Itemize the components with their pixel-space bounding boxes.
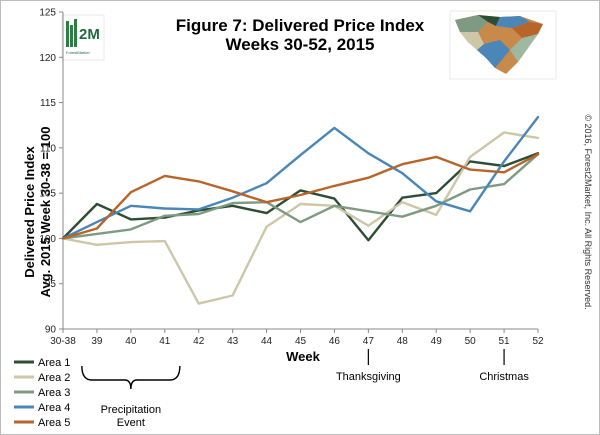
legend-label: Area 2	[38, 372, 70, 384]
x-tick-label: 48	[397, 336, 409, 347]
x-tick-label: 30-38	[50, 336, 76, 347]
x-tick-label: 39	[91, 336, 103, 347]
x-tick-label: 42	[193, 336, 205, 347]
x-tick-label: 52	[532, 336, 544, 347]
x-tick-label: 41	[159, 336, 171, 347]
x-tick-label: 51	[499, 336, 511, 347]
y-tick-label: 100	[39, 234, 56, 245]
annotation-label: Event	[117, 417, 145, 429]
x-ticks: 30-38 39 40 41 42 43 44 45 46 47 48 49 50 51 52	[50, 329, 544, 347]
x-tick-label: 47	[363, 336, 375, 347]
chart-subtitle: Weeks 30-52, 2015	[225, 35, 374, 54]
y-tick-label: 105	[39, 189, 56, 200]
series-line-area-1	[61, 152, 540, 242]
y-tick-label: 120	[39, 53, 56, 64]
series-line-area-3	[61, 152, 540, 240]
series-line-area-4	[61, 115, 540, 240]
series-lines	[61, 115, 540, 305]
y-tick-label: 125	[39, 8, 56, 19]
legend-label: Area 4	[38, 402, 70, 414]
x-tick-label: 50	[465, 336, 477, 347]
south-carolina-map-icon	[449, 10, 557, 80]
annotation-label: Christmas	[479, 371, 529, 383]
legend-label: Area 3	[38, 387, 70, 399]
legend: Area 1 Area 2 Area 3 Area 4 Area 5	[14, 357, 70, 429]
x-tick-label: 40	[125, 336, 137, 347]
chart-title: Figure 7: Delivered Price Index	[176, 16, 425, 35]
annotation-label: Precipitation	[101, 404, 162, 416]
forest2market-logo: 2M ForestMarket	[61, 14, 105, 61]
y-tick-label: 95	[45, 279, 57, 290]
y-axis-label-line2: Avg. 2015 Week 30-38 = 100	[38, 127, 53, 298]
legend-label: Area 1	[38, 357, 70, 369]
svg-text:2M: 2M	[79, 26, 100, 43]
x-tick-label: 49	[431, 336, 443, 347]
x-tick-label: 46	[329, 336, 341, 347]
y-tick-label: 90	[45, 325, 57, 336]
series-line-area-5	[61, 152, 540, 240]
x-tick-label: 44	[261, 336, 273, 347]
x-tick-label: 45	[295, 336, 307, 347]
logo-text: ForestMarket	[66, 50, 90, 55]
y-tick-label: 115	[40, 98, 56, 109]
y-ticks: 90 95 100 105 110 115 120 125	[39, 8, 63, 336]
series-line-area-2	[61, 131, 540, 305]
annotation-brace	[81, 365, 181, 390]
y-tick-label: 110	[40, 143, 56, 154]
annotation-label: Thanksgiving	[336, 371, 401, 383]
x-tick-label: 43	[227, 336, 239, 347]
y-axis-label-line1: Delivered Price Index	[22, 145, 37, 277]
x-axis-label: Week	[286, 349, 320, 364]
copyright: © 2016, Forest2Market, Inc. All Rights R…	[583, 114, 593, 309]
legend-label: Area 5	[38, 417, 70, 429]
